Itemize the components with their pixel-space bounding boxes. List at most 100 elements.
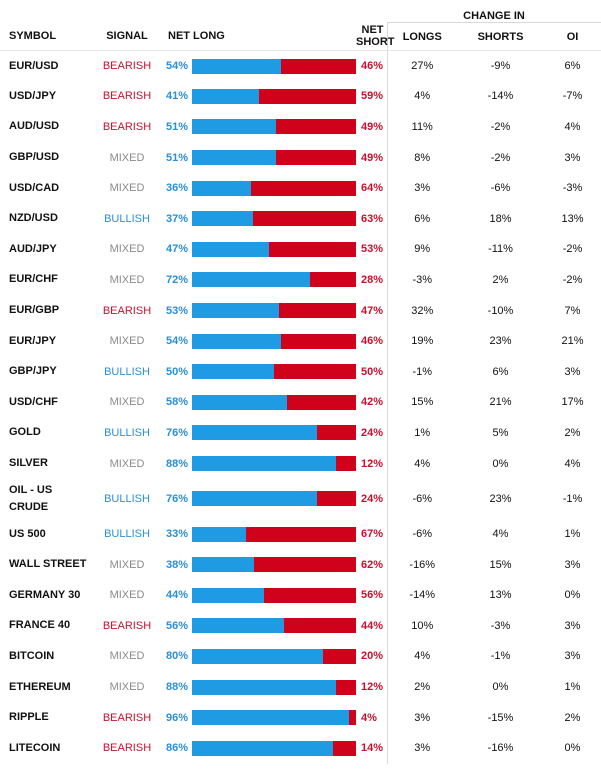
table-row[interactable]: WALL STREET MIXED 38% 62% -16% 15% 3%: [0, 549, 601, 580]
table-row[interactable]: US 500 BULLISH 33% 67% -6% 4% 1%: [0, 518, 601, 550]
longs-change: 2%: [386, 671, 457, 703]
shorts-change: 15%: [489, 558, 512, 571]
sentiment-bar-track: [192, 587, 356, 603]
sentiment-bar: [192, 672, 356, 703]
table-row[interactable]: USD/CHF MIXED 58% 42% 15% 21% 17%: [0, 387, 601, 418]
net-short-bar: [336, 456, 356, 472]
net-long-value: 58%: [165, 396, 188, 409]
symbol-link[interactable]: EUR/CHF: [9, 273, 58, 286]
sentiment-bar-track: [192, 710, 356, 726]
sentiment-bar-track: [192, 119, 356, 135]
net-short-bar: [280, 333, 356, 349]
table-row[interactable]: USD/CAD MIXED 36% 64% 3% -6% -3%: [0, 172, 601, 204]
table-row[interactable]: BITCOIN MIXED 80% 20% 4% -1% 3%: [0, 641, 601, 672]
shorts-change: 18%: [489, 212, 512, 225]
symbol-link[interactable]: US 500: [9, 527, 46, 540]
signal-header[interactable]: SIGNAL: [90, 22, 164, 51]
symbol-link[interactable]: OIL - US CRUDE: [9, 483, 53, 513]
net-long-value: 88%: [165, 681, 188, 694]
symbol-link[interactable]: GBP/USD: [9, 151, 60, 164]
symbol-link[interactable]: BITCOIN: [9, 649, 55, 662]
symbol-link[interactable]: USD/CHF: [9, 395, 58, 408]
symbol-link[interactable]: NZD/USD: [9, 212, 58, 225]
table-row[interactable]: USD/JPY BEARISH 41% 59% 4% -14% -7%: [0, 81, 601, 112]
longs-change: -1%: [386, 356, 457, 388]
table-row[interactable]: EUR/USD BEARISH 54% 46% 27% -9% 6%: [0, 50, 601, 82]
sentiment-bar-track: [192, 241, 356, 257]
longs-change: -14%: [386, 580, 457, 611]
signal-label: MIXED: [109, 243, 145, 256]
shorts-change: -3%: [490, 619, 511, 632]
oi-change: 21%: [561, 335, 584, 348]
symbol-link[interactable]: AUD/JPY: [9, 242, 57, 255]
table-row[interactable]: LITECOIN BEARISH 86% 14% 3% -16% 0%: [0, 732, 601, 764]
sentiment-bar-track: [192, 180, 356, 196]
longs-change: 6%: [386, 203, 457, 235]
net-short-header[interactable]: NET SHORT: [356, 22, 395, 51]
symbol-link[interactable]: FRANCE 40: [9, 619, 71, 632]
net-short-bar: [275, 150, 356, 166]
longs-change: 27%: [386, 50, 457, 82]
table-row[interactable]: EUR/CHF MIXED 72% 28% -3% 2% -2%: [0, 264, 601, 296]
net-long-bar: [192, 648, 324, 664]
table-row[interactable]: ETHEREUM MIXED 88% 12% 2% 0% 1%: [0, 671, 601, 703]
shorts-change: -2%: [490, 120, 511, 133]
net-short-value: 49%: [361, 151, 384, 164]
table-row[interactable]: GBP/JPY BULLISH 50% 50% -1% 6% 3%: [0, 356, 601, 388]
net-short-bar: [264, 587, 356, 603]
sentiment-bar: [192, 418, 356, 449]
table-row[interactable]: GOLD BULLISH 76% 24% 1% 5% 2%: [0, 417, 601, 449]
symbol-link[interactable]: EUR/GBP: [9, 304, 60, 317]
signal-label: BULLISH: [104, 365, 150, 378]
symbol-link[interactable]: GOLD: [9, 426, 41, 439]
table-row[interactable]: GERMANY 30 MIXED 44% 56% -14% 13% 0%: [0, 580, 601, 611]
sentiment-bar: [192, 295, 356, 326]
symbol-link[interactable]: SILVER: [9, 457, 48, 470]
table-row[interactable]: AUD/JPY MIXED 47% 53% 9% -11% -2%: [0, 234, 601, 265]
longs-change: -6%: [386, 518, 457, 550]
signal-label: MIXED: [109, 273, 145, 286]
net-long-bar: [192, 119, 276, 135]
sentiment-bar-track: [192, 618, 356, 634]
table-row[interactable]: NZD/USD BULLISH 37% 63% 6% 18% 13%: [0, 203, 601, 235]
net-long-bar: [192, 394, 288, 410]
symbol-link[interactable]: USD/JPY: [9, 89, 57, 102]
signal-label: MIXED: [109, 335, 145, 348]
symbol-link[interactable]: ETHEREUM: [9, 680, 71, 693]
table-row[interactable]: OIL - US CRUDE BULLISH 76% 24% -6% 23% -1%: [0, 478, 601, 519]
net-short-bar: [310, 272, 356, 288]
oi-change: 0%: [564, 742, 581, 755]
shorts-change: -10%: [487, 304, 514, 317]
symbol-link[interactable]: AUD/USD: [9, 120, 60, 133]
net-long-value: 36%: [165, 182, 188, 195]
shorts-header[interactable]: SHORTS: [457, 22, 544, 51]
signal-label: BEARISH: [102, 120, 152, 133]
table-row[interactable]: GBP/USD MIXED 51% 49% 8% -2% 3%: [0, 142, 601, 173]
symbol-link[interactable]: EUR/JPY: [9, 334, 57, 347]
table-row[interactable]: SILVER MIXED 88% 12% 4% 0% 4%: [0, 448, 601, 479]
signal-label: MIXED: [109, 681, 145, 694]
table-row[interactable]: AUD/USD BEARISH 51% 49% 11% -2% 4%: [0, 111, 601, 143]
table-row[interactable]: EUR/GBP BEARISH 53% 47% 32% -10% 7%: [0, 295, 601, 326]
symbol-link[interactable]: GBP/JPY: [9, 365, 57, 378]
table-row[interactable]: RIPPLE BEARISH 96% 4% 3% -15% 2%: [0, 702, 601, 733]
sentiment-bar: [192, 733, 356, 764]
symbol-link[interactable]: GERMANY 30: [9, 588, 81, 601]
net-short-bar: [283, 618, 356, 634]
oi-header[interactable]: OI: [544, 22, 601, 51]
symbol-link[interactable]: USD/CAD: [9, 181, 60, 194]
signal-label: BEARISH: [102, 304, 152, 317]
symbol-header[interactable]: SYMBOL: [0, 22, 90, 51]
net-long-bar: [192, 679, 337, 695]
table-row[interactable]: EUR/JPY MIXED 54% 46% 19% 23% 21%: [0, 325, 601, 357]
longs-header[interactable]: LONGS: [386, 22, 457, 51]
sentiment-bar-track: [192, 58, 356, 74]
symbol-link[interactable]: LITECOIN: [9, 741, 61, 754]
table-row[interactable]: FRANCE 40 BEARISH 56% 44% 10% -3% 3%: [0, 610, 601, 642]
symbol-link[interactable]: WALL STREET: [9, 558, 87, 571]
net-long-bar: [192, 710, 350, 726]
sentiment-bar: [192, 580, 356, 611]
symbol-link[interactable]: RIPPLE: [9, 711, 49, 724]
symbol-link[interactable]: EUR/USD: [9, 59, 59, 72]
net-long-header[interactable]: NET LONG: [164, 22, 356, 51]
